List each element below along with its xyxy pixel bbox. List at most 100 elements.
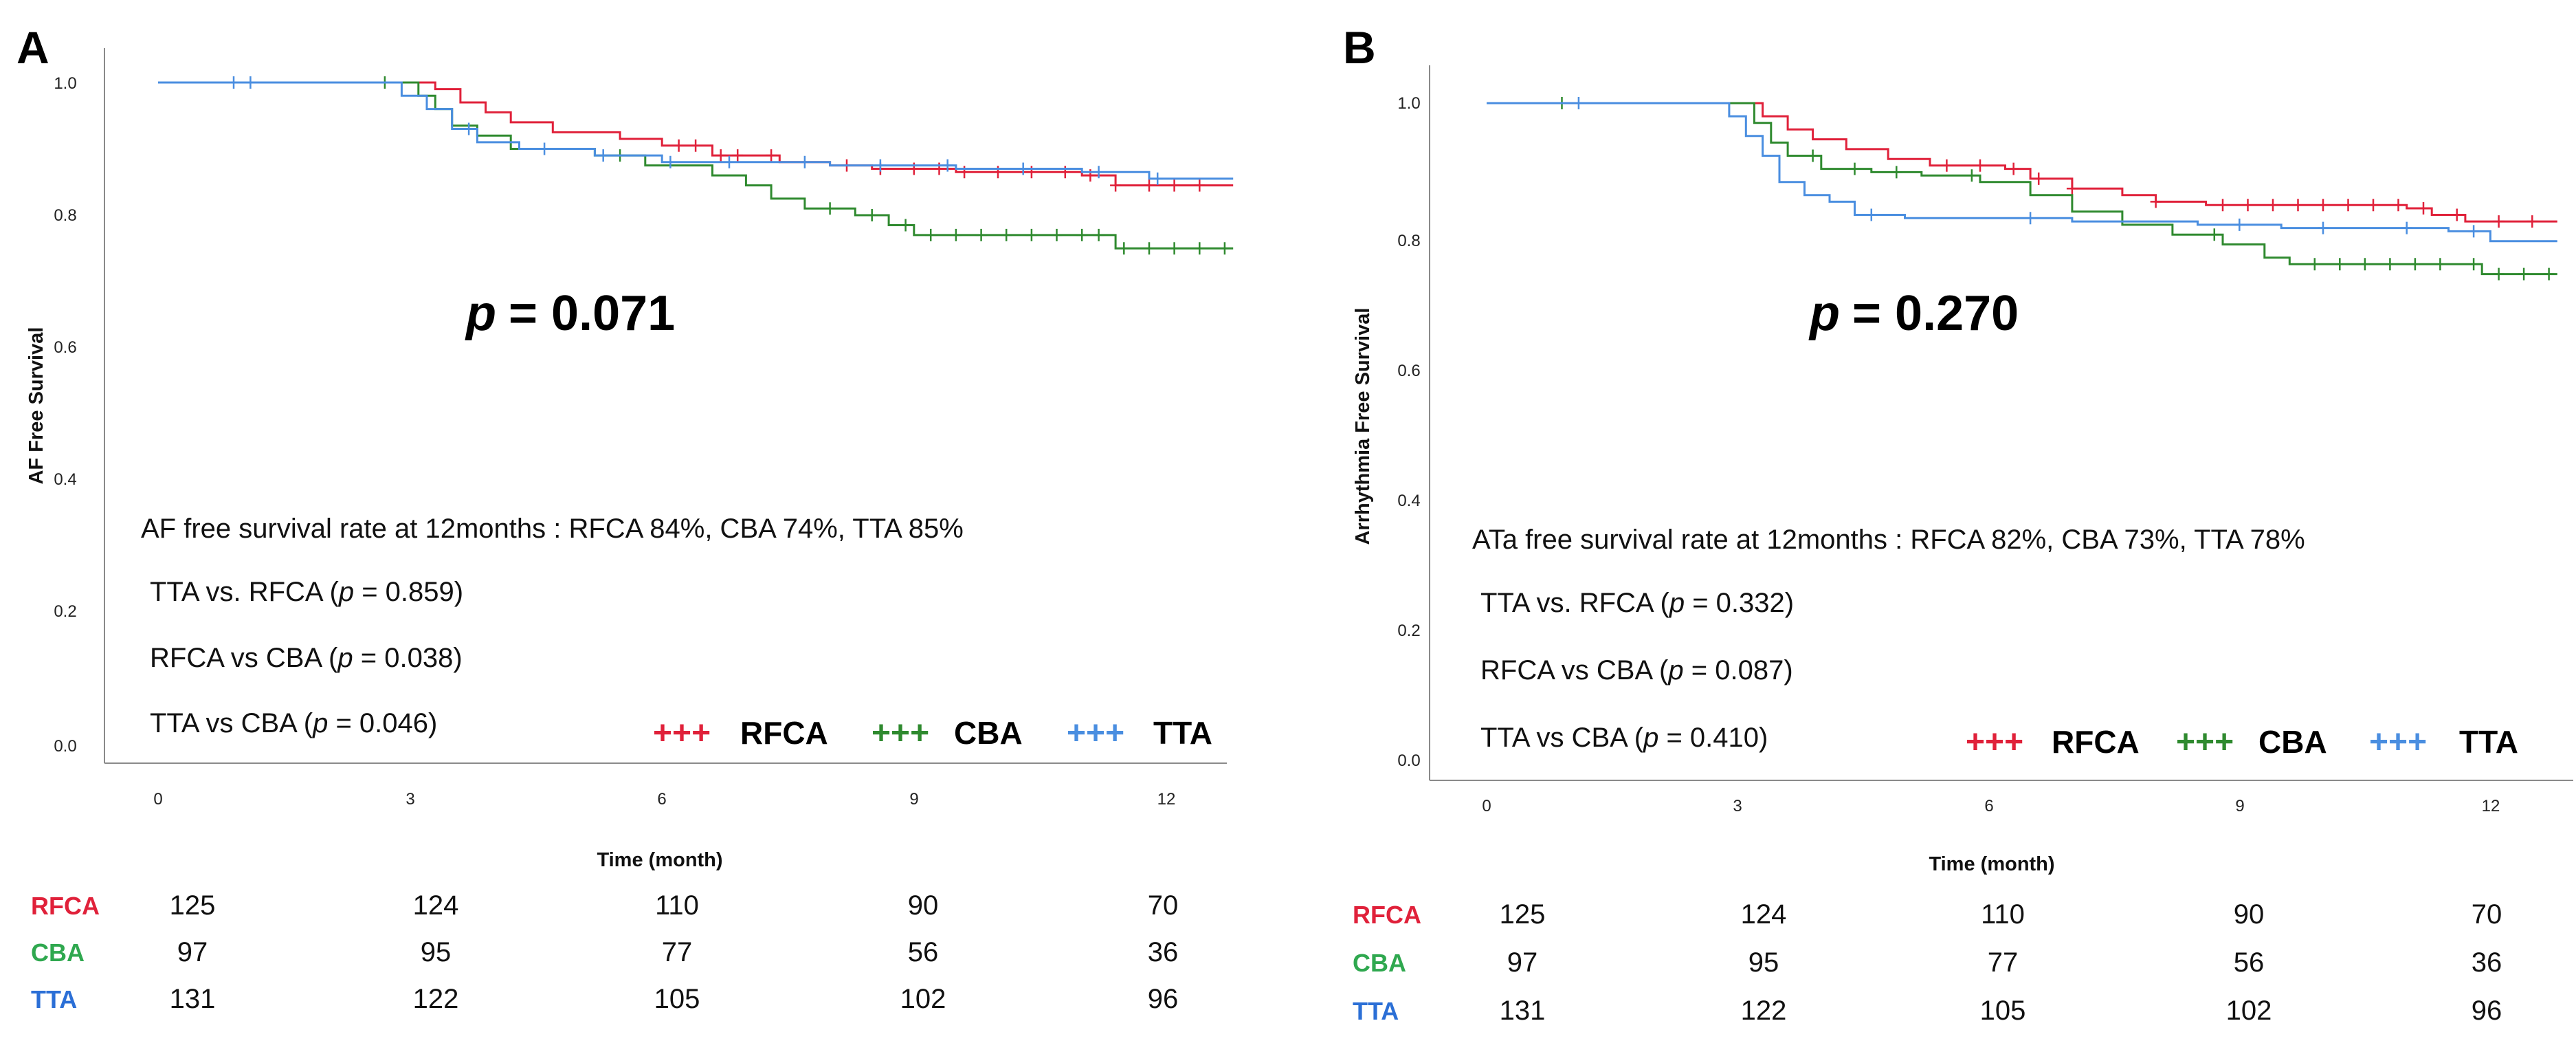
risk-cell: 122 (413, 984, 459, 1014)
risk-cell: 95 (421, 937, 452, 967)
censor-mark (2368, 199, 2379, 212)
x-tick-label: 9 (909, 790, 918, 809)
censor-mark (2384, 258, 2396, 271)
risk-row-label-cba: CBA (1353, 949, 1406, 977)
censor-mark (2401, 221, 2412, 234)
x-tick-label: 0 (1482, 797, 1491, 815)
p-value-text: = 0.071 (509, 286, 675, 341)
risk-cell: 102 (2226, 996, 2272, 1026)
censor-mark (690, 139, 702, 152)
risk-cell: 131 (170, 984, 216, 1014)
legend-label-cba: CBA (954, 715, 1023, 751)
censor-mark (2242, 199, 2254, 212)
censor-mark (1219, 242, 1230, 255)
censor-mark (2066, 182, 2078, 195)
y-axis-title: AF Free Survival (25, 327, 47, 485)
censor-mark (2025, 212, 2036, 225)
censor-mark (2334, 258, 2346, 271)
censor-mark (1093, 166, 1104, 179)
risk-row-label-cba: CBA (31, 938, 85, 967)
risk-row-label-rfca: RFCA (31, 892, 100, 920)
risk-cell: 110 (1981, 899, 2025, 930)
censor-mark (2342, 199, 2354, 212)
risk-cell: 90 (908, 890, 939, 921)
series-cba (1487, 97, 2557, 281)
risk-cell: 56 (908, 937, 939, 967)
censor-mark (1001, 228, 1012, 241)
censor-mark (1194, 179, 1206, 192)
comparison-annotation: RFCA vs CBA (p = 0.087) (1480, 655, 1793, 685)
panel-a: A 0.0 0.2 0.4 0.6 0.8 1.0 0 3 6 9 12 Tim… (16, 22, 1234, 1014)
censor-mark (1573, 97, 1584, 109)
km-chart-a: A 0.0 0.2 0.4 0.6 0.8 1.0 0 3 6 9 12 Tim… (16, 22, 1234, 1014)
y-axis-title: Arrhythmia Free Survival (1352, 308, 1374, 545)
censor-mark (2359, 258, 2370, 271)
series-tta (158, 76, 1234, 185)
risk-cell: 56 (2234, 947, 2265, 978)
censor-mark (539, 142, 551, 155)
y-tick-label: 0.4 (54, 470, 76, 489)
censor-mark (2318, 199, 2329, 212)
panel-b: B 0.0 0.2 0.4 0.6 0.8 1.0 0 3 6 9 12 Tim… (1288, 0, 2576, 1054)
censor-mark (2527, 215, 2538, 228)
legend-marker-cba: +++ (871, 715, 929, 751)
legend-label-tta: TTA (2459, 724, 2518, 760)
summary-annotation: AF free survival rate at 12months : RFCA… (141, 514, 964, 544)
comparison-annotation: TTA vs. RFCA (p = 0.859) (150, 577, 463, 607)
censor-mark (1118, 242, 1130, 255)
censor-mark (2409, 258, 2421, 271)
censor-mark (2292, 199, 2304, 212)
censor-mark (975, 228, 987, 241)
risk-cell: 124 (413, 890, 459, 921)
series-tta (1487, 97, 2557, 243)
km-curve-rfca (1487, 102, 2557, 223)
y-tick-label: 1.0 (1397, 94, 1420, 113)
censor-mark (2234, 218, 2245, 231)
censor-mark (824, 202, 836, 215)
censor-mark (1110, 179, 1122, 192)
risk-table: RFCA CBA TTA 125 124 110 90 70 97 95 77 … (31, 890, 1178, 1014)
x-axis-title: Time (month) (597, 849, 722, 871)
y-tick-label: 0.6 (1397, 362, 1420, 380)
risk-cell: 70 (2472, 899, 2502, 930)
legend-marker-cba: +++ (2176, 724, 2234, 760)
censor-mark (2518, 267, 2530, 281)
series-rfca (1487, 102, 2557, 228)
risk-cell: 36 (1148, 937, 1179, 967)
legend-marker-rfca: +++ (653, 715, 711, 751)
censor-mark (2468, 225, 2480, 238)
km-curve-tta (1487, 102, 2557, 243)
censor-mark (673, 139, 685, 152)
censor-mark (766, 149, 777, 162)
p-value-symbol: p (1808, 286, 1840, 341)
summary-annotation: ATa free survival rate at 12months : RFC… (1472, 525, 2305, 555)
legend-label-cba: CBA (2258, 724, 2327, 760)
y-tick-label: 0.0 (1397, 751, 1420, 770)
censor-mark (1144, 179, 1155, 192)
censor-mark (2468, 258, 2480, 271)
x-axis-title: Time (month) (1929, 853, 2054, 875)
risk-cell: 36 (2472, 947, 2502, 978)
censor-mark (1025, 228, 1037, 241)
censor-mark (925, 228, 937, 241)
y-tick-label: 0.2 (54, 602, 76, 621)
censor-mark (2033, 172, 2045, 185)
legend-label-tta: TTA (1153, 715, 1212, 751)
censor-mark (1975, 159, 1986, 172)
censor-mark (1891, 166, 1902, 179)
censor-mark (2208, 228, 2220, 241)
x-tick-label: 3 (1733, 797, 1742, 815)
censor-mark (1017, 162, 1029, 175)
censor-mark (2150, 195, 2162, 208)
censor-mark (1168, 242, 1180, 255)
risk-cell: 96 (2472, 996, 2502, 1026)
censor-mark (245, 76, 256, 89)
legend-label-rfca: RFCA (2052, 724, 2140, 760)
risk-cell: 105 (654, 984, 700, 1014)
risk-cell: 102 (900, 984, 946, 1014)
censor-mark (942, 159, 953, 172)
risk-row-label-tta: TTA (31, 985, 77, 1013)
censor-mark (900, 219, 911, 232)
y-tick-label: 0.2 (1397, 622, 1420, 640)
censor-mark (2008, 162, 2019, 175)
